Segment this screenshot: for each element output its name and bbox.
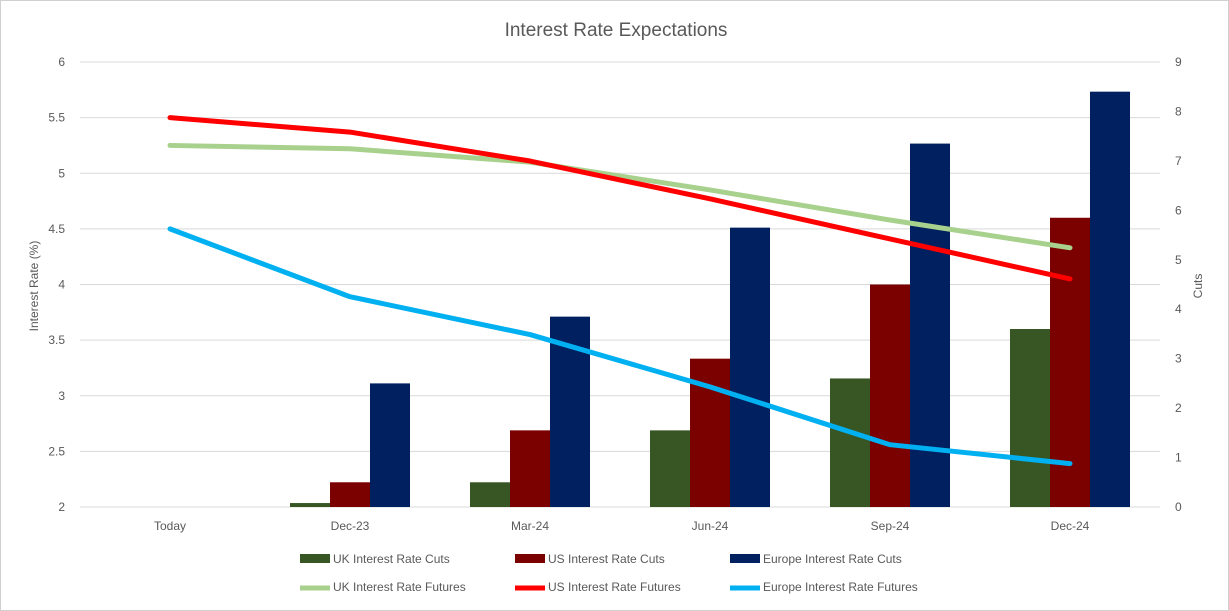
right-tick-label: 8 [1175,104,1182,118]
legend: UK Interest Rate Cuts US Interest Rate Cu… [300,552,918,594]
right-tick-label: 5 [1175,253,1182,267]
legend-label: Europe Interest Rate Cuts [763,552,902,566]
bar [830,378,870,507]
x-tick-label: Today [154,519,186,533]
bar [510,430,550,507]
right-tick-label: 6 [1175,203,1182,217]
right-tick-label: 1 [1175,451,1182,465]
right-axis-title: Cuts [1191,274,1205,299]
left-tick-label: 3 [58,389,65,403]
series-line [167,142,1073,251]
x-tick-label: Dec-24 [1051,519,1090,533]
x-tick-label: Mar-24 [511,519,549,533]
gridlines [80,61,1160,508]
left-tick-label: 5.5 [48,111,65,125]
left-tick-label: 2 [58,500,65,514]
left-tick-label: 2.5 [48,444,65,458]
right-tick-label: 3 [1175,352,1182,366]
bar [330,482,370,507]
x-tick-label: Dec-23 [331,519,370,533]
bar [1090,91,1130,508]
legend-swatch [515,554,545,563]
right-tick-label: 9 [1175,55,1182,69]
left-tick-label: 3.5 [48,333,65,347]
x-tick-label: Sep-24 [871,519,910,533]
right-tick-label: 4 [1175,302,1182,316]
bar [650,430,690,507]
right-tick-label: 0 [1175,500,1182,514]
left-tick-label: 5 [58,166,65,180]
bar [290,503,330,507]
legend-swatch [730,554,760,563]
legend-label: Europe Interest Rate Futures [763,580,918,594]
x-tick-label: Jun-24 [692,519,729,533]
left-tick-label: 4.5 [48,222,65,236]
x-axis-ticks: Today Dec-23 Mar-24 Jun-24 Sep-24 Dec-24 [154,519,1090,533]
bar [470,482,510,507]
legend-label: US Interest Rate Futures [548,580,681,594]
legend-swatch [300,554,330,563]
bar [1010,329,1050,507]
right-tick-label: 2 [1175,401,1182,415]
left-tick-label: 6 [58,55,65,69]
series-line [167,226,1073,467]
left-axis-ticks: 2 2.5 3 3.5 4 4.5 5 5.5 6 [48,55,65,514]
legend-label: US Interest Rate Cuts [548,552,665,566]
left-tick-label: 4 [58,278,65,292]
legend-label: UK Interest Rate Futures [333,580,466,594]
right-tick-label: 7 [1175,154,1182,168]
legend-label: UK Interest Rate Cuts [333,552,450,566]
series-line [167,115,1073,282]
line-series [167,115,1073,467]
left-axis-title: Interest Rate (%) [27,241,41,332]
right-axis-ticks: 0 1 2 3 4 5 6 7 8 9 [1175,55,1182,514]
bar [1050,217,1090,507]
bar [870,284,910,507]
bar [370,383,410,507]
bar [730,227,770,507]
chart-title: Interest Rate Expectations [505,20,728,41]
